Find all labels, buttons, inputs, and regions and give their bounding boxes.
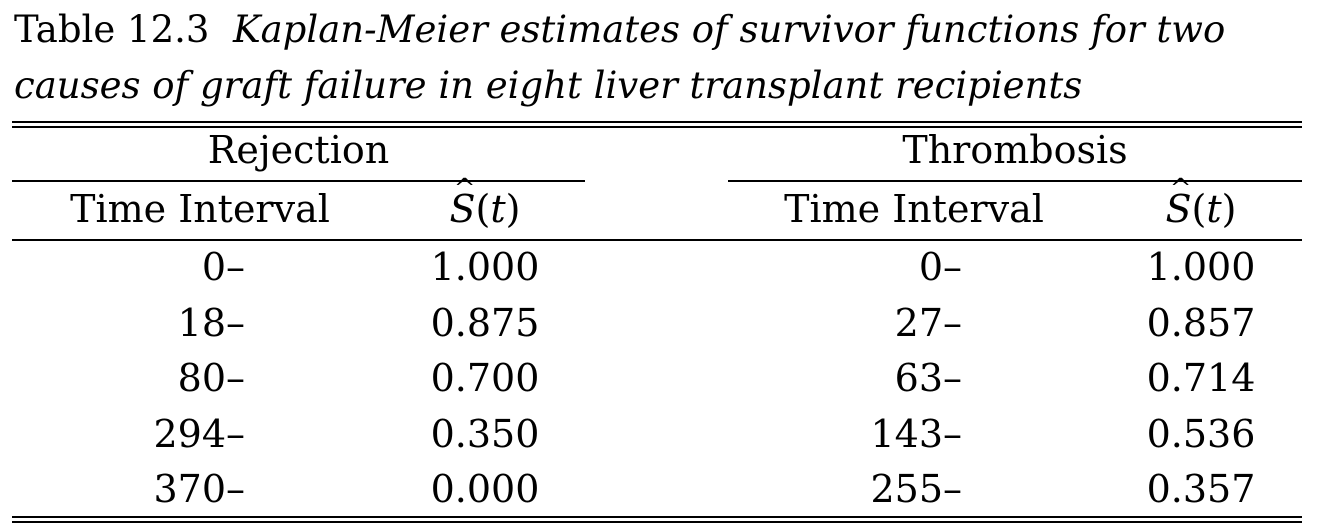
time-interval-cell: 370– <box>153 467 245 511</box>
header-rule <box>12 239 1302 241</box>
bottom-rule-inner <box>12 521 1302 523</box>
time-interval-cell: 80– <box>177 356 245 400</box>
table-number: Table 12.3 <box>14 8 210 51</box>
top-rule-inner <box>12 126 1302 128</box>
survivor-estimate-cell: 0.000 <box>430 467 540 511</box>
survivor-estimate-cell: 0.357 <box>1146 467 1256 511</box>
group-header-thrombosis: Thrombosis <box>902 128 1128 172</box>
time-interval-cell: 143– <box>870 411 962 456</box>
time-interval-cell: 63– <box>894 356 962 400</box>
table-title-line-1: Kaplan-Meier estimates of survivor funct… <box>232 8 1226 51</box>
s-hat-symbol: S <box>1166 186 1192 232</box>
table-caption: Table 12.3 Kaplan-Meier estimates of sur… <box>14 2 1309 114</box>
col-header-s-thrombosis: S(t) <box>1116 186 1286 232</box>
caption-line-1: Table 12.3 Kaplan-Meier estimates of sur… <box>14 2 1309 58</box>
survivor-estimate-cell: 0.857 <box>1146 300 1256 345</box>
col-header-s-rejection: S(t) <box>400 186 570 232</box>
group-header-rejection: Rejection <box>207 128 390 172</box>
time-interval-cell: 27– <box>894 300 962 345</box>
survivor-estimate-cell: 0.536 <box>1146 411 1256 456</box>
col-header-time-rejection: Time Interval <box>70 187 330 231</box>
table-title-line-2: causes of graft failure in eight liver t… <box>14 64 1083 107</box>
survivor-estimate-cell: 1.000 <box>430 245 540 289</box>
time-interval-cell: 255– <box>870 467 962 511</box>
col-header-time-thrombosis: Time Interval <box>784 187 1044 231</box>
survivor-estimate-cell: 0.350 <box>430 411 540 456</box>
time-interval-cell: 0– <box>201 245 245 289</box>
group-rule-thrombosis <box>728 180 1302 182</box>
time-interval-cell: 0– <box>918 245 962 289</box>
survivor-estimate-cell: 0.875 <box>430 300 540 345</box>
survivor-estimate-cell: 1.000 <box>1146 245 1256 289</box>
survivor-estimate-cell: 0.700 <box>430 356 540 400</box>
group-rule-rejection <box>12 180 585 182</box>
survivor-estimate-cell: 0.714 <box>1146 356 1256 400</box>
time-interval-cell: 294– <box>153 411 245 456</box>
s-hat-symbol: S <box>450 186 476 232</box>
time-interval-cell: 18– <box>177 300 245 345</box>
top-rule-outer <box>12 121 1302 123</box>
bottom-rule-outer <box>12 516 1302 518</box>
